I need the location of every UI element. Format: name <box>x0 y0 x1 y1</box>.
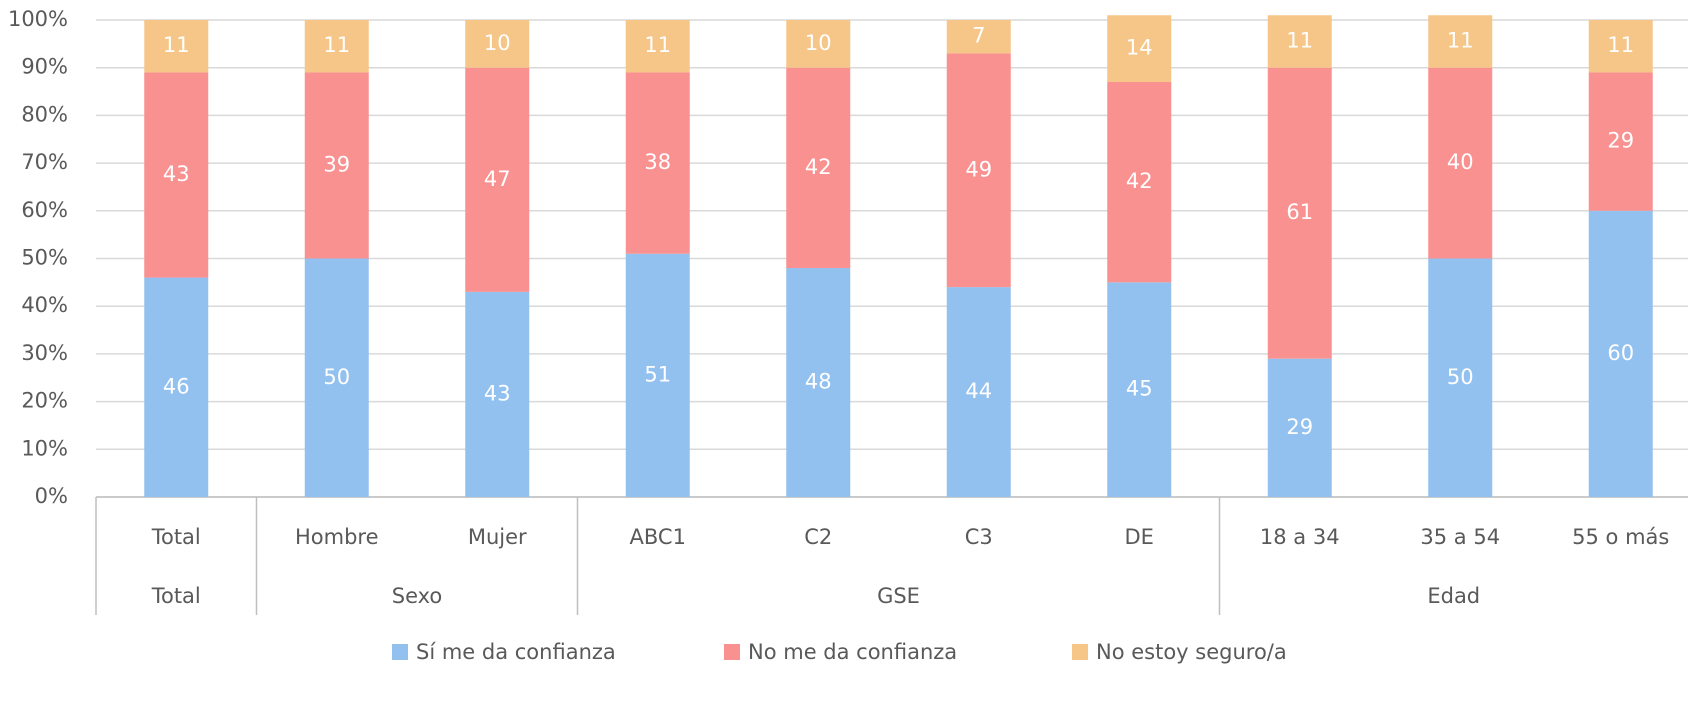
data-label: 42 <box>805 155 832 179</box>
y-tick-label: 60% <box>21 198 68 222</box>
legend-label: No me da confianza <box>748 640 957 664</box>
bar-segment <box>1428 67 1493 259</box>
data-label: 51 <box>644 362 671 386</box>
bar-segment <box>1428 258 1493 497</box>
x-tick-label: Total <box>151 525 201 549</box>
data-label: 40 <box>1447 150 1474 174</box>
x-tick-label: 35 a 54 <box>1420 525 1500 549</box>
data-label: 11 <box>163 33 190 57</box>
bar-segment <box>1107 15 1172 83</box>
bar-segment <box>465 20 530 68</box>
data-label: 45 <box>1126 377 1153 401</box>
legend-label: Sí me da confianza <box>416 640 616 664</box>
bar-segment <box>144 20 209 73</box>
group-label: Total <box>151 584 201 608</box>
group-label: Sexo <box>392 584 443 608</box>
bar-segment <box>1107 82 1172 283</box>
data-label: 10 <box>805 31 832 55</box>
bar-segment <box>1267 67 1332 359</box>
bar-segment <box>786 67 851 269</box>
bar-segment <box>144 72 209 278</box>
data-label: 11 <box>323 33 350 57</box>
data-label: 29 <box>1286 415 1313 439</box>
group-label: Edad <box>1427 584 1480 608</box>
y-tick-label: 50% <box>21 246 68 270</box>
bar-segment <box>625 253 690 497</box>
bar-segment <box>304 20 369 73</box>
data-label: 42 <box>1126 169 1153 193</box>
bar-segment <box>625 72 690 254</box>
y-tick-label: 70% <box>21 150 68 174</box>
bar-segment <box>1588 210 1653 498</box>
bar-segment <box>465 67 530 292</box>
y-tick-label: 20% <box>21 389 68 413</box>
x-tick-label: Hombre <box>295 525 379 549</box>
bar-segment <box>946 20 1011 54</box>
y-tick-label: 0% <box>35 484 68 508</box>
data-label: 50 <box>323 365 350 389</box>
bar-segment <box>1588 20 1653 73</box>
data-label: 11 <box>644 33 671 57</box>
legend-swatch <box>392 644 408 660</box>
bar-segment <box>1107 282 1172 497</box>
group-label: GSE <box>877 584 920 608</box>
data-label: 47 <box>484 167 511 191</box>
data-label: 46 <box>163 374 190 398</box>
bar-segment <box>144 277 209 497</box>
y-tick-label: 90% <box>21 55 68 79</box>
y-tick-label: 100% <box>8 7 68 31</box>
x-tick-label: DE <box>1125 525 1154 549</box>
x-tick-label: C3 <box>965 525 993 549</box>
bar-segment <box>465 291 530 497</box>
bar-segment <box>1267 15 1332 68</box>
data-label: 61 <box>1286 200 1313 224</box>
bar-segment <box>946 53 1011 288</box>
bar-segment <box>1428 15 1493 68</box>
y-tick-label: 10% <box>21 436 68 460</box>
bar-segment <box>946 287 1011 497</box>
data-label: 10 <box>484 31 511 55</box>
data-label: 43 <box>484 381 511 405</box>
x-tick-label: 55 o más <box>1572 525 1669 549</box>
data-label: 11 <box>1447 28 1474 52</box>
x-tick-label: Mujer <box>468 525 527 549</box>
bar-segment <box>1588 72 1653 211</box>
data-label: 44 <box>965 379 992 403</box>
data-label: 43 <box>163 162 190 186</box>
data-label: 11 <box>1607 33 1634 57</box>
bar-segment <box>625 20 690 73</box>
legend-label: No estoy seguro/a <box>1096 640 1287 664</box>
bar-segment <box>304 258 369 497</box>
data-label: 48 <box>805 370 832 394</box>
y-tick-label: 40% <box>21 293 68 317</box>
y-tick-label: 80% <box>21 102 68 126</box>
data-label: 7 <box>972 24 985 48</box>
x-tick-label: ABC1 <box>630 525 686 549</box>
bar-segment <box>786 20 851 68</box>
data-label: 49 <box>965 157 992 181</box>
data-label: 11 <box>1286 28 1313 52</box>
data-label: 60 <box>1607 341 1634 365</box>
x-tick-label: C2 <box>804 525 832 549</box>
data-label: 38 <box>644 150 671 174</box>
data-label: 50 <box>1447 365 1474 389</box>
x-tick-label: 18 a 34 <box>1260 525 1340 549</box>
y-tick-label: 30% <box>21 341 68 365</box>
data-label: 39 <box>323 152 350 176</box>
data-label: 14 <box>1126 36 1153 60</box>
data-label: 29 <box>1607 129 1634 153</box>
bar-segment <box>786 268 851 497</box>
legend-swatch <box>1072 644 1088 660</box>
bar-segment <box>304 72 369 259</box>
bar-segment <box>1267 358 1332 497</box>
legend-swatch <box>724 644 740 660</box>
